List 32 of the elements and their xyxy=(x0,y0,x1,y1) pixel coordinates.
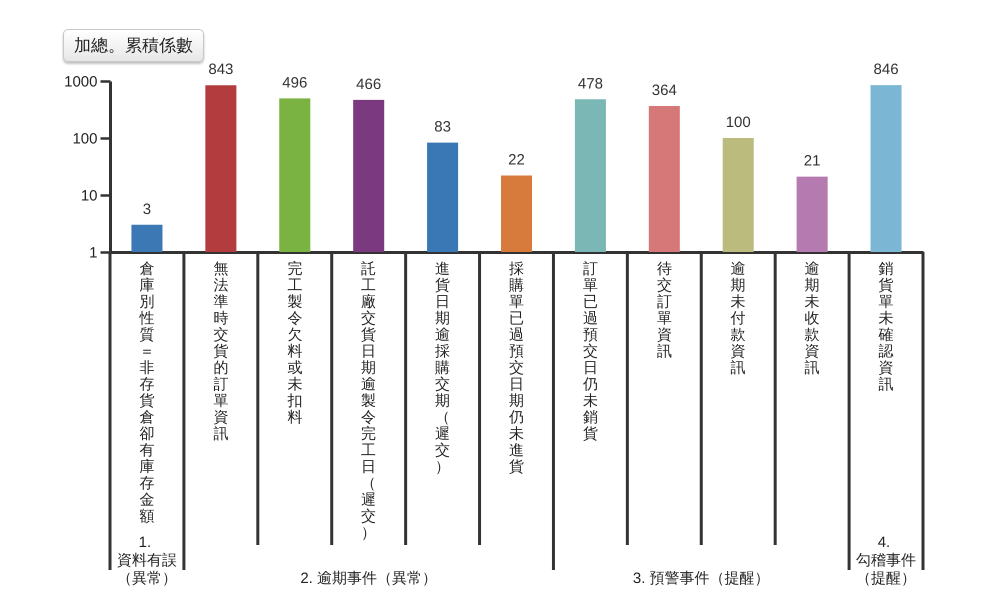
text: 4. 勾稽事件（提醒） xyxy=(856,534,916,588)
x-tick-label: 銷貨單未確認資訊 xyxy=(878,260,894,393)
y-tick-label: 100 xyxy=(72,130,98,148)
x-tick-label: 待交訂單資訊 xyxy=(656,260,672,360)
data-label: 466 xyxy=(356,76,382,93)
category-label: 無法準時交貨的訂單資訊 xyxy=(213,260,228,442)
data-label: 83 xyxy=(434,118,451,136)
category-label: 完工製令欠料或未扣料 xyxy=(287,260,302,426)
data-label: 496 xyxy=(282,74,308,92)
category-label: 進貨日期逾採購交期（遲交） xyxy=(435,260,450,476)
y-tick-label: 1 xyxy=(89,244,98,262)
category-label: 託工廠交貨日期逾製令完工日（遲交） xyxy=(361,260,376,542)
data-label: 21 xyxy=(804,152,820,170)
category-label: 訂單已過預交日仍未銷貨 xyxy=(582,260,598,442)
category-label: 採購單已過預交日期仍未進貨 xyxy=(509,260,524,476)
text: 2. 逾期事件（異常） xyxy=(300,570,438,588)
category-label: 倉庫別性質＝非存貨倉卻有庫存金額 xyxy=(139,260,154,525)
data-label: 843 xyxy=(208,61,234,78)
data-label: 3 xyxy=(142,200,152,218)
data-label: 846 xyxy=(874,61,899,78)
x-tick-label: 逾期未收款資訊 xyxy=(804,260,820,376)
y-tick-label: 1000 xyxy=(64,74,98,90)
x-tick-label: 逾期未付款資訊 xyxy=(730,260,746,376)
y-tick-label: 10 xyxy=(80,188,98,204)
data-label: 22 xyxy=(508,151,525,168)
data-label: 478 xyxy=(578,75,603,92)
y-axis-title: 加總。累積係數 xyxy=(74,36,193,55)
data-label: 100 xyxy=(726,114,751,131)
field-button: 加總。累積係數 xyxy=(63,29,204,62)
data-label: 364 xyxy=(652,82,677,100)
text: 1. 資料有誤（異常） xyxy=(116,534,177,588)
text: 3. 預警事件（提醒） xyxy=(632,570,770,588)
